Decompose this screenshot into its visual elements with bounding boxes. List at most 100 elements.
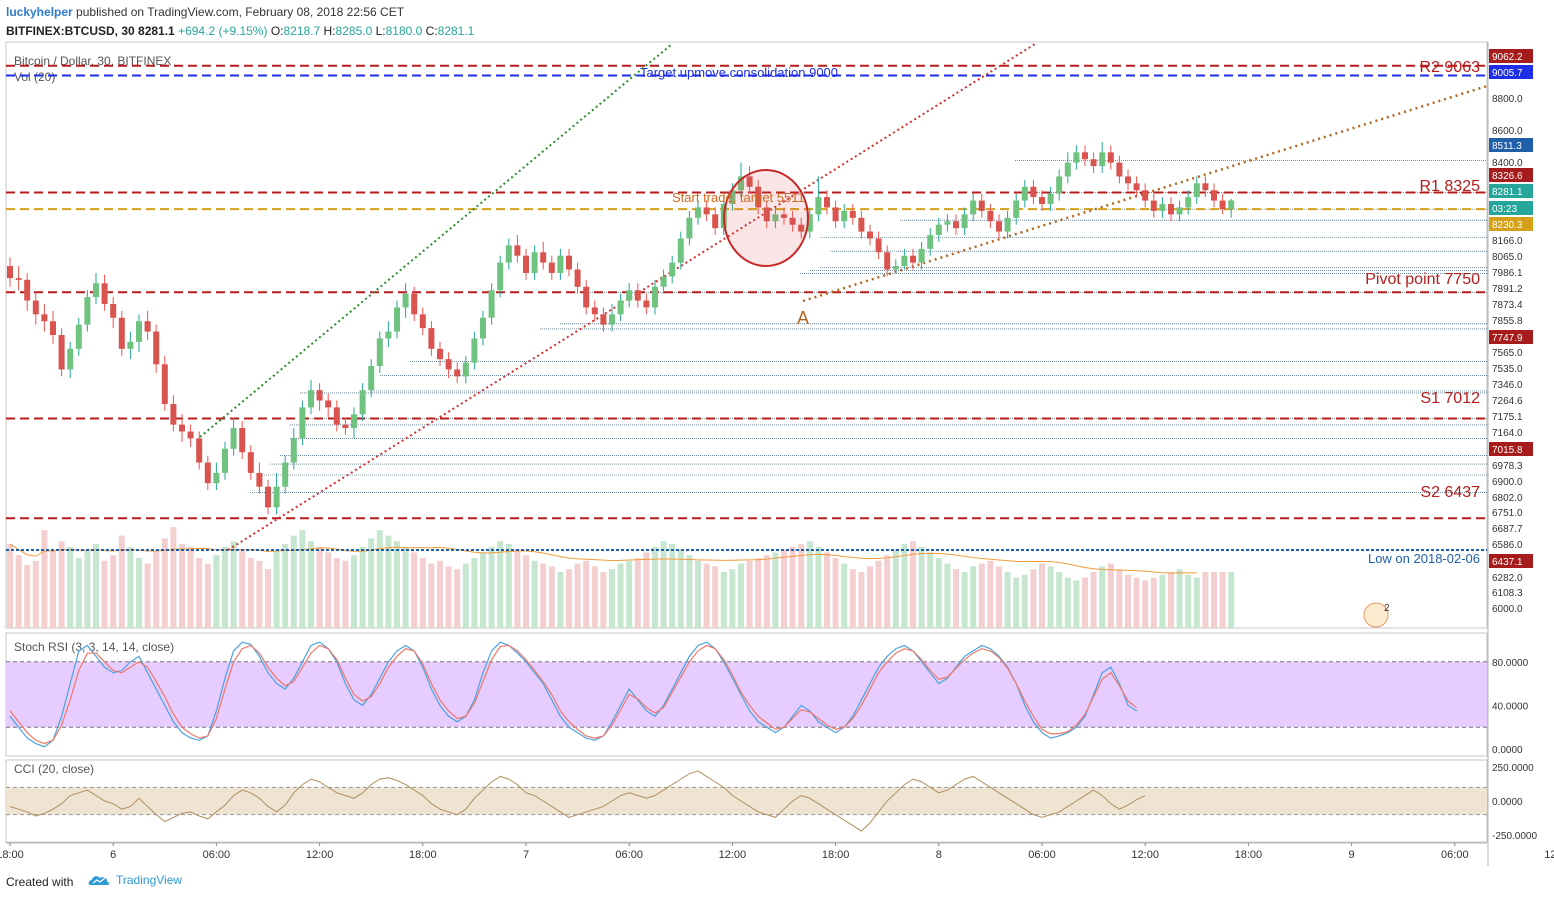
price-tag: 7873.4 xyxy=(1492,300,1523,311)
candle xyxy=(815,176,822,222)
candle-body xyxy=(643,300,650,308)
candle xyxy=(497,255,504,298)
price-chart[interactable]: Bitcoin / Dollar, 30, BITFINEX Vol (20) R2… xyxy=(0,40,1554,866)
price-tag: 03:23 xyxy=(1492,204,1517,215)
candle xyxy=(325,393,332,418)
candle-body xyxy=(213,472,220,484)
volume-bar xyxy=(24,565,31,628)
candle-body xyxy=(471,338,478,363)
candle-body xyxy=(858,217,865,232)
volume-bar xyxy=(273,549,280,628)
volume-bar xyxy=(265,569,271,628)
tradingview-brand[interactable]: TradingView xyxy=(88,873,182,887)
candle-body xyxy=(806,214,813,232)
candle xyxy=(1142,183,1149,208)
stoch-title: Stoch RSI (3, 3, 14, 14, close) xyxy=(14,640,174,654)
candle xyxy=(978,193,985,218)
candle-body xyxy=(1176,207,1183,215)
candle xyxy=(875,231,882,260)
price-tag-bg xyxy=(1489,138,1533,152)
price-tag-bg xyxy=(1489,201,1533,215)
volume-bar xyxy=(669,544,676,628)
candle xyxy=(927,228,934,256)
candle-body xyxy=(574,269,581,287)
event-marker-count: 2 xyxy=(1384,603,1390,614)
volume-bar xyxy=(1211,572,1217,628)
candle-body xyxy=(591,307,598,315)
candle xyxy=(1219,193,1226,215)
volume-bar xyxy=(781,549,787,628)
stoch-d-line xyxy=(9,644,1137,745)
volume-bar xyxy=(806,541,813,628)
candle-body xyxy=(755,186,762,208)
volume-bar xyxy=(832,558,839,628)
price-tag: 6282.0 xyxy=(1492,573,1523,584)
candle-body xyxy=(299,407,306,439)
candle xyxy=(1125,169,1131,191)
price-tag-bg xyxy=(1489,184,1533,198)
candle xyxy=(1193,176,1200,205)
price-tag-bg xyxy=(1489,330,1533,344)
volume-ma-line xyxy=(9,543,1197,574)
candle-body xyxy=(617,300,624,315)
candle xyxy=(93,272,99,304)
candle xyxy=(1073,145,1080,170)
volume-bar xyxy=(118,535,125,628)
volume-bar xyxy=(144,563,151,628)
low-label: Low on 2018-02-06 xyxy=(1368,551,1480,566)
candle xyxy=(523,248,529,280)
time-tick-label: 8 xyxy=(936,849,942,861)
candle-body xyxy=(462,362,469,377)
candle-body xyxy=(230,428,237,449)
volume-bar xyxy=(1039,563,1045,628)
candle xyxy=(239,421,246,460)
price-tag-bg xyxy=(1489,442,1533,456)
candle xyxy=(669,255,676,284)
open-label: O: xyxy=(270,24,284,38)
ohlc-line: BITFINEX:BTCUSD, 30 8281.1 +694.2 (+9.15… xyxy=(6,24,474,38)
candle xyxy=(170,395,177,432)
candle xyxy=(359,383,366,422)
price-tag: 9005.7 xyxy=(1492,68,1523,79)
volume-bar xyxy=(247,558,254,628)
candle xyxy=(755,179,762,215)
candle-body xyxy=(75,324,82,349)
volume-bar xyxy=(437,560,443,628)
candle-body xyxy=(1004,217,1011,232)
candle-body xyxy=(93,283,99,298)
candle-body xyxy=(609,314,615,325)
candle-body xyxy=(385,331,392,339)
volume-bar xyxy=(136,558,142,628)
candle xyxy=(996,214,1002,239)
price-tag: 8400.0 xyxy=(1492,158,1523,169)
volume-bar xyxy=(230,541,237,628)
candle-body xyxy=(832,207,839,222)
r1-label: R1 8325 xyxy=(1420,178,1481,195)
volume-bar xyxy=(660,541,667,628)
candle-body xyxy=(531,252,538,273)
volume-bar xyxy=(50,551,56,628)
volume-bar xyxy=(1219,572,1226,628)
candle xyxy=(841,204,848,229)
candle-body xyxy=(67,348,74,370)
volume-bar xyxy=(213,555,220,628)
volume-bar xyxy=(187,546,194,628)
candle-body xyxy=(583,286,590,308)
candle xyxy=(1168,197,1174,222)
author-link[interactable]: luckyhelper xyxy=(6,5,73,19)
candle xyxy=(342,417,349,435)
candle xyxy=(368,359,375,398)
volume-bar xyxy=(1133,577,1140,628)
candle xyxy=(454,362,461,384)
stoch-tick: 40.0000 xyxy=(1492,701,1529,712)
candle xyxy=(247,445,254,480)
volume-bar xyxy=(729,569,736,628)
created-with-label: Created with xyxy=(6,875,74,889)
candle-body xyxy=(118,317,125,349)
candle-body xyxy=(1047,193,1054,205)
candle-body xyxy=(454,369,461,377)
volume-bar xyxy=(471,558,478,628)
volume-bar xyxy=(15,555,22,628)
candle-body xyxy=(58,335,65,370)
time-tick-label: 6 xyxy=(110,849,116,861)
